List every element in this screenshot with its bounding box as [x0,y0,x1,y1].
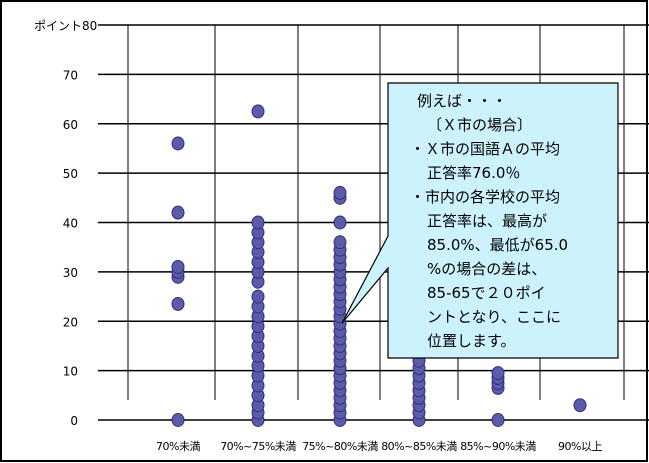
x-category-label: 80%~85%未満 [381,440,457,453]
data-point [333,215,347,230]
data-point [171,413,185,427]
callout-box [341,82,619,359]
y-tick-label: 60 [63,118,78,132]
callout-text-line: 正答率76.0％ [427,164,520,182]
callout-text-line: ・Ｘ市の国語Ａの平均 [410,140,560,158]
data-point [171,259,185,274]
callout-text-line: ントとなり、ここに [427,308,561,326]
y-tick-label: 20 [63,315,78,329]
callout-text-line: 85.0%、最低が65.0 [427,236,568,254]
data-point [333,185,347,200]
callout-text-line: ・市内の各学校の平均 [410,188,560,206]
data-point [251,104,265,119]
y-tick-label: 50 [63,167,78,181]
data-point [171,205,185,220]
x-category-label: 70%未満 [156,440,200,453]
x-category-label: 85%~90%未満 [460,440,536,453]
x-category-label: 70%~75%未満 [220,440,296,453]
y-tick-label: 10 [63,365,78,379]
data-point [251,289,265,304]
callout-text-line: 位置します。 [427,332,516,350]
data-point [491,413,505,427]
data-point [171,136,185,151]
y-tick-label: 80 [82,19,97,33]
callout-text-line: %の場合の差は、 [427,260,546,278]
x-category-label: 75%~80%未満 [302,440,378,453]
y-tick-label: 70 [63,68,78,82]
y-tick-label: 30 [63,266,78,280]
data-point [573,398,587,413]
callout-text-line: 〔Ｘ市の場合〕 [427,116,532,134]
y-tick-label: 40 [63,217,78,231]
data-point [333,235,347,250]
data-point [171,296,185,311]
callout-text-line: 85-65で２０ポイ [427,284,546,302]
callout-text-line: 正答率は、最高が [427,212,547,230]
callout-text-line: 例えば・・・ [417,92,507,110]
x-category-label: 90%以上 [558,440,602,453]
data-point [491,366,505,381]
y-tick-label: 0 [70,414,78,428]
data-point [251,215,265,230]
y-axis-unit-label: ポイント [34,19,82,33]
